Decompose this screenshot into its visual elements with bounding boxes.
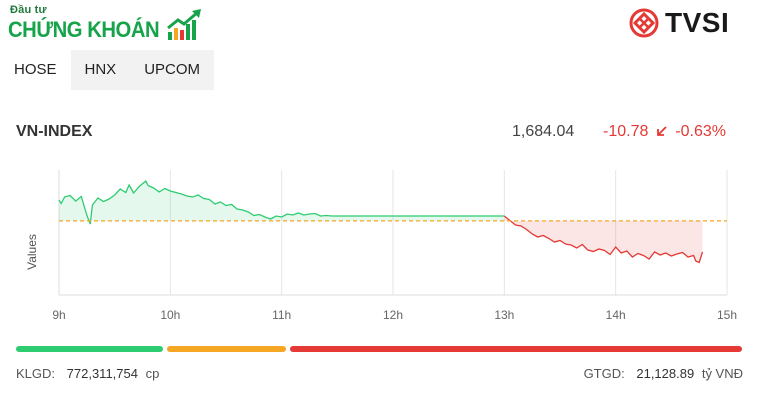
header: Đầu tư CHỨNG KHOÁN TVSI bbox=[0, 0, 761, 48]
tab-hnx[interactable]: HNX bbox=[70, 50, 131, 90]
series-line-up bbox=[58, 179, 505, 225]
brand-tagline: Đầu tư bbox=[10, 4, 47, 16]
tab-upcom[interactable]: UPCOM bbox=[130, 50, 215, 90]
index-change-percent: -0.63% bbox=[675, 123, 726, 140]
partner-logo[interactable]: TVSI bbox=[629, 6, 749, 40]
volume-stat: KLGD: 772,311,754 cp bbox=[16, 366, 159, 381]
x-tick-label: 13h bbox=[494, 308, 514, 322]
chart-areas bbox=[59, 181, 703, 263]
area-below-reference bbox=[504, 216, 703, 263]
value-value: 21,128.89 bbox=[636, 366, 695, 381]
chart-lines bbox=[58, 179, 704, 264]
value-unit: tỷ VNĐ bbox=[701, 366, 743, 381]
chart-grid bbox=[58, 170, 728, 296]
intraday-chart[interactable]: 9h 10h 11h 12h 13h 14h 15h bbox=[0, 150, 761, 335]
x-tick-label: 15h bbox=[717, 308, 737, 322]
brand-title: CHỨNG KHOÁN bbox=[8, 17, 160, 42]
x-tick-label: 12h bbox=[383, 308, 403, 322]
tab-hose[interactable]: HOSE bbox=[0, 50, 71, 90]
brand-logo[interactable]: Đầu tư CHỨNG KHOÁN bbox=[8, 4, 208, 46]
x-tick-label: 11h bbox=[272, 308, 291, 322]
area-above-reference bbox=[59, 181, 505, 224]
market-breadth-bar bbox=[16, 346, 742, 352]
volume-label: KLGD: bbox=[16, 366, 56, 381]
volume-unit: cp bbox=[145, 366, 160, 381]
x-tick-label: 9h bbox=[52, 308, 65, 322]
index-change-group: -10.78 -0.63% bbox=[603, 123, 726, 141]
breadth-advancers bbox=[16, 346, 164, 352]
breadth-unchanged bbox=[167, 346, 286, 352]
x-tick-label: 10h bbox=[160, 308, 180, 322]
value-label: GTGD: bbox=[583, 366, 625, 381]
tvsi-mark-icon bbox=[629, 8, 659, 38]
growth-chart-icon bbox=[167, 9, 201, 40]
partner-logo-text: TVSI bbox=[665, 7, 730, 38]
index-value: 1,684.04 bbox=[512, 123, 575, 140]
x-tick-label: 14h bbox=[606, 308, 626, 322]
breadth-decliners bbox=[289, 346, 742, 352]
exchange-tabs: HOSE HNX UPCOM bbox=[0, 50, 215, 90]
x-axis-ticks: 9h 10h 11h 12h 13h 14h 15h bbox=[52, 308, 737, 322]
index-name: VN-INDEX bbox=[16, 123, 93, 140]
series-line-down bbox=[503, 215, 704, 264]
value-stat: GTGD: 21,128.89 tỷ VNĐ bbox=[584, 366, 743, 381]
arrow-down-left-icon bbox=[655, 123, 669, 141]
volume-value: 772,311,754 bbox=[66, 366, 138, 381]
index-change: -10.78 bbox=[603, 123, 649, 140]
